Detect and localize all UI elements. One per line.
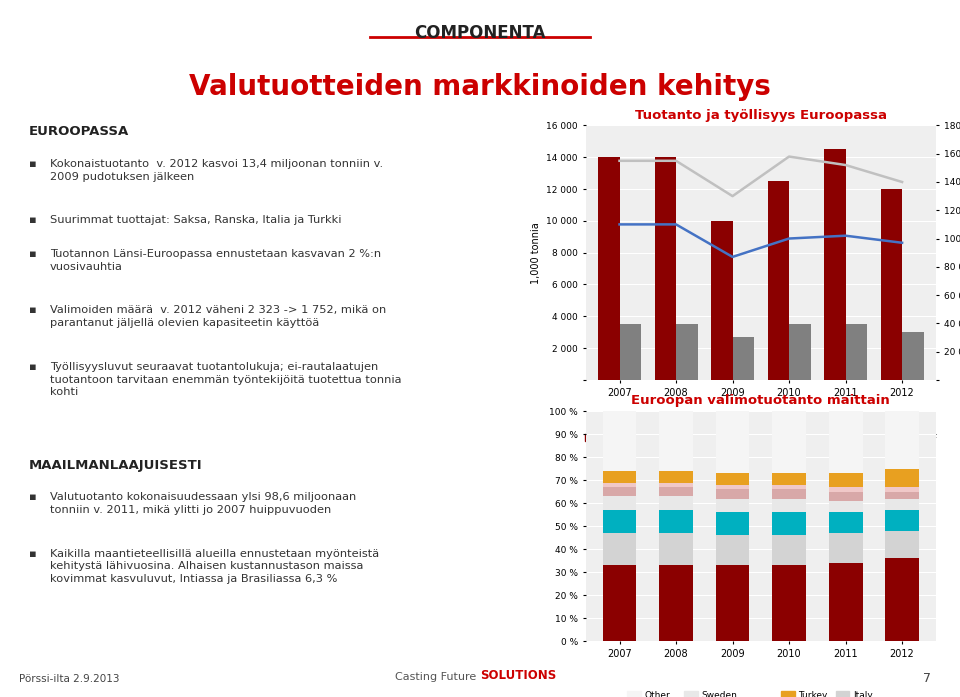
Bar <box>603 533 636 565</box>
Bar <box>660 496 693 510</box>
Text: Casting Future SOLUTIONS: Casting Future SOLUTIONS <box>0 696 1 697</box>
Bar <box>660 411 693 471</box>
Bar <box>660 510 693 533</box>
Bar <box>902 332 924 380</box>
Bar <box>603 487 636 496</box>
Text: ▪: ▪ <box>29 215 44 225</box>
Bar <box>603 471 636 482</box>
Bar <box>824 149 846 380</box>
Bar <box>772 512 806 535</box>
Text: Tuotannon Länsi-Euroopassa ennustetaan kasvavan 2 %:n
vuosivauhtia: Tuotannon Länsi-Euroopassa ennustetaan k… <box>50 249 381 272</box>
Title: Euroopan valimotuotanto maittain: Euroopan valimotuotanto maittain <box>632 395 890 407</box>
Bar <box>660 482 693 487</box>
Text: EUROOPASSA: EUROOPASSA <box>29 125 129 139</box>
Bar <box>660 471 693 482</box>
Bar <box>603 496 636 510</box>
Bar <box>772 485 806 489</box>
Bar <box>711 221 732 380</box>
Bar <box>768 181 789 380</box>
Bar <box>772 535 806 565</box>
Bar <box>828 533 862 563</box>
Text: Kokonaistuotanto  v. 2012 kasvoi 13,4 miljoonan tonniin v.
2009 pudotuksen jälke: Kokonaistuotanto v. 2012 kasvoi 13,4 mil… <box>50 159 383 182</box>
Text: ▪: ▪ <box>29 492 44 502</box>
Bar <box>880 189 902 380</box>
Text: Casting Future: Casting Future <box>0 696 1 697</box>
Text: 7: 7 <box>924 672 931 684</box>
Bar <box>789 324 810 380</box>
Y-axis label: 1,000 tonnia: 1,000 tonnia <box>531 222 540 284</box>
Bar <box>715 535 750 565</box>
Bar <box>603 510 636 533</box>
Text: ▪: ▪ <box>29 362 44 372</box>
Text: Pörssi-ilta 2.9.2013: Pörssi-ilta 2.9.2013 <box>19 674 120 684</box>
Bar <box>885 468 919 487</box>
Title: Tuotanto ja työllisyys Euroopassa: Tuotanto ja työllisyys Euroopassa <box>635 109 887 121</box>
Text: ▪: ▪ <box>29 305 44 315</box>
Text: SOLUTIONS: SOLUTIONS <box>480 668 556 682</box>
Bar <box>655 158 676 380</box>
Bar <box>885 487 919 492</box>
Bar <box>660 565 693 641</box>
Bar <box>715 498 750 512</box>
Text: ▪: ▪ <box>29 549 44 558</box>
Bar <box>603 482 636 487</box>
Bar <box>715 512 750 535</box>
Bar <box>828 411 862 473</box>
Text: Valutuotteiden markkinoiden kehitys: Valutuotteiden markkinoiden kehitys <box>189 73 771 101</box>
Bar <box>828 501 862 512</box>
Bar <box>732 337 754 380</box>
Bar <box>715 411 750 473</box>
Bar <box>772 565 806 641</box>
Bar <box>885 531 919 558</box>
Bar <box>885 498 919 510</box>
Bar <box>715 473 750 485</box>
Legend: Production F, Production NF, Employment F, Employment NF: Production F, Production NF, Employment … <box>581 430 941 446</box>
Text: Suurimmat tuottajat: Saksa, Ranska, Italia ja Turkki: Suurimmat tuottajat: Saksa, Ranska, Ital… <box>50 215 342 225</box>
Bar <box>619 324 641 380</box>
Bar <box>828 473 862 487</box>
Text: Kaikilla maantieteellisillä alueilla ennustetaan myönteistä
kehitystä lähivuosin: Kaikilla maantieteellisillä alueilla enn… <box>50 549 379 584</box>
Text: Työllisyysluvut seuraavat tuotantolukuja; ei-rautalaatujen
tuotantoon tarvitaan : Työllisyysluvut seuraavat tuotantolukuja… <box>50 362 401 397</box>
Bar <box>885 510 919 531</box>
Text: Valutuotanto kokonaisuudessaan ylsi 98,6 miljoonaan
tonniin v. 2011, mikä ylitti: Valutuotanto kokonaisuudessaan ylsi 98,6… <box>50 492 356 515</box>
Bar <box>828 512 862 533</box>
Text: MAAILMANLAAJUISESTI: MAAILMANLAAJUISESTI <box>29 459 203 472</box>
Bar <box>772 498 806 512</box>
Bar <box>715 489 750 498</box>
Bar <box>772 473 806 485</box>
Bar <box>885 492 919 498</box>
Bar <box>828 487 862 492</box>
Text: ▪: ▪ <box>29 249 44 259</box>
Bar <box>828 563 862 641</box>
Bar <box>660 487 693 496</box>
Legend: Other, Finland, Sweden, United Kingdom, Turkey, France, Italy, Germany: Other, Finland, Sweden, United Kingdom, … <box>624 687 898 697</box>
Bar <box>885 558 919 641</box>
Bar <box>598 158 619 380</box>
Text: COMPONENTA: COMPONENTA <box>415 24 545 43</box>
Text: Valimoiden määrä  v. 2012 väheni 2 323 -> 1 752, mikä on
parantanut jäljellä ole: Valimoiden määrä v. 2012 väheni 2 323 ->… <box>50 305 386 328</box>
Bar <box>715 485 750 489</box>
Text: ▪: ▪ <box>29 159 44 169</box>
Bar <box>676 324 698 380</box>
Bar <box>715 565 750 641</box>
Bar <box>603 411 636 471</box>
Text: Casting Future: Casting Future <box>396 672 480 682</box>
Bar <box>846 324 867 380</box>
Bar <box>828 492 862 501</box>
Bar <box>660 533 693 565</box>
Bar <box>603 565 636 641</box>
Bar <box>772 411 806 473</box>
Bar <box>885 411 919 468</box>
Bar <box>772 489 806 498</box>
